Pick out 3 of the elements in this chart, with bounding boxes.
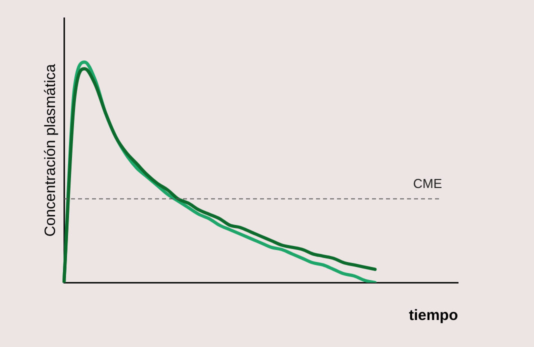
ref-line-label: CME	[413, 176, 442, 191]
x-axis-title: tiempo	[408, 307, 458, 324]
y-axis-title: Concentración plasmática	[42, 63, 60, 237]
